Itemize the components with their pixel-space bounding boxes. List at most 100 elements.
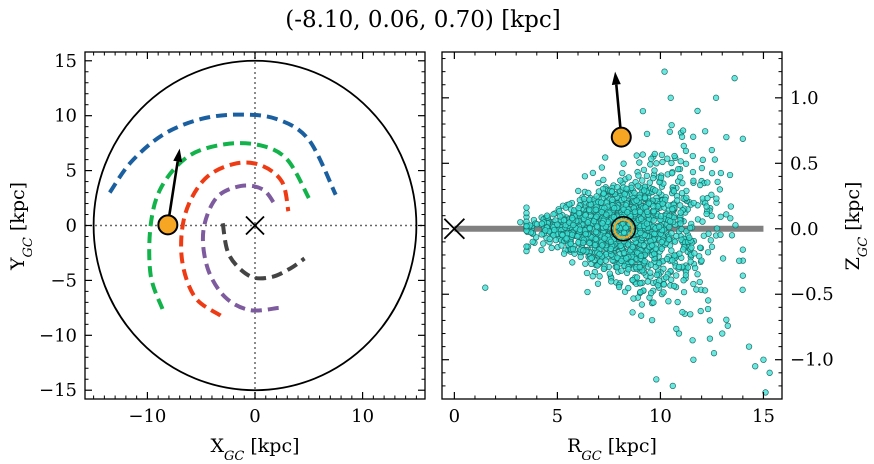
star-point [665,298,672,305]
star-point [607,245,614,252]
star-point [659,158,666,166]
star-point [664,155,671,162]
star-point [708,146,716,154]
star-point [680,277,687,284]
star-point [600,265,607,273]
star-point [567,240,574,247]
star-point [640,166,648,173]
star-point [745,343,753,350]
left-y-axis-label: YGC [kpc] [7,182,36,271]
star-point [586,206,593,214]
x-tick-label: 0 [449,406,460,427]
star-point [714,178,721,186]
star-point [638,215,645,222]
star-point [677,158,684,165]
star-point [674,298,681,306]
star-point [677,209,684,216]
sun-velocity-arrow-head [611,71,621,86]
right-plot-area [443,68,773,396]
star-point [669,382,676,390]
star-point [732,222,739,229]
star-point [673,272,680,279]
star-point [589,273,596,280]
star-point [638,301,646,308]
star-point [584,288,591,296]
star-point [633,274,641,281]
x-tick-label: 5 [552,406,563,427]
star-point [691,264,699,272]
star-point [636,159,643,166]
star-point [637,252,645,260]
star-point [596,273,603,280]
star-point [582,260,589,267]
star-point [675,263,683,271]
star-point [680,246,687,253]
x-tick-label: 0 [249,406,260,427]
star-point [625,284,632,292]
star-point [678,133,686,140]
star-point [752,363,759,370]
star-point [517,219,524,226]
star-point [648,155,655,163]
star-point [641,194,649,201]
star-point [704,249,712,256]
star-point [723,133,730,141]
star-point [690,133,697,140]
left-x-axis-label: XGC [kpc] [210,435,299,464]
star-point [661,68,668,75]
star-point [569,245,577,253]
cluster-center-ring [613,218,634,239]
star-point [633,152,640,159]
star-point [717,231,724,238]
star-point [643,220,651,227]
star-point [575,210,583,217]
star-point [704,194,711,202]
star-point [665,202,672,209]
star-point [586,196,593,203]
star-point [693,286,700,293]
spiral-arm-3 [179,160,291,318]
star-point [538,246,545,254]
star-point [708,212,715,219]
sun-velocity-arrow-head [173,148,183,163]
star-point [679,127,687,134]
star-point [660,289,667,296]
x-tick-label: −10 [128,406,166,427]
star-point [523,243,530,250]
star-point [724,322,731,329]
star-point [646,179,653,186]
star-point [687,258,694,265]
star-point [610,214,618,221]
right-frame [441,51,783,400]
cluster-center-outer-ring [610,216,637,242]
x-tick-label: 10 [351,406,374,427]
star-point [554,221,561,228]
star-point [620,160,627,167]
star-point [574,233,581,240]
star-point [569,215,576,222]
star-point [653,271,660,279]
star-point [613,264,621,271]
star-point [679,309,686,316]
star-point [560,217,568,224]
star-point [684,264,692,271]
star-point [682,272,690,279]
star-point [688,244,695,251]
star-point [706,335,714,342]
star-point [697,307,704,315]
star-point [648,316,656,324]
star-point [663,255,671,263]
star-point [667,218,674,225]
star-point [698,257,705,264]
star-point [634,182,642,189]
right-x-axis-label: RGC [kpc] [567,435,657,464]
star-point [608,278,615,285]
star-point [586,239,593,247]
star-point [624,209,631,216]
star-point [593,193,600,200]
star-point [653,160,660,167]
y-tick-label: −0.5 [790,284,834,305]
star-point [647,161,654,168]
y-tick-label: 15 [54,51,77,72]
star-point [609,196,616,204]
